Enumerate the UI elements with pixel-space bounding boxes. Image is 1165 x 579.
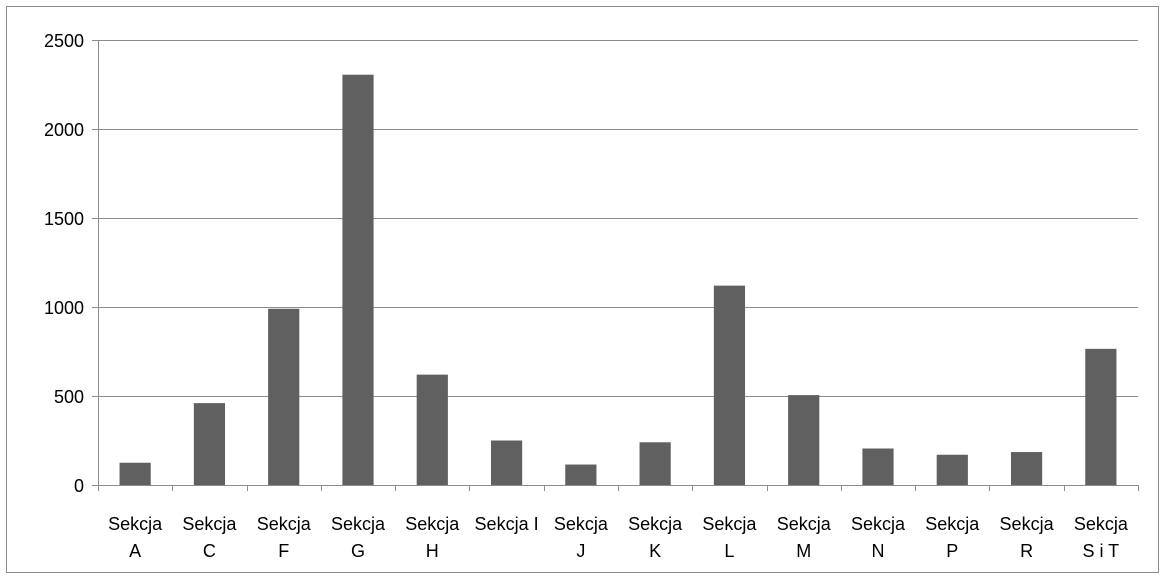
x-tick-label: Sekcja	[851, 514, 906, 534]
x-tick-label: M	[796, 541, 811, 561]
x-tick-label: J	[576, 541, 585, 561]
bar-2	[268, 308, 300, 485]
x-tick-label: Sekcja	[108, 514, 163, 534]
y-tick-label: 500	[54, 387, 84, 407]
y-tick-label: 1500	[44, 209, 84, 229]
x-tick-label: N	[872, 541, 885, 561]
x-tick-label: Sekcja	[405, 514, 460, 534]
y-tick-label: 1000	[44, 298, 84, 318]
x-tick-label: Sekcja	[1000, 514, 1055, 534]
x-tick-label: P	[946, 541, 958, 561]
bar-12	[1010, 452, 1043, 485]
x-tick-label: S i T	[1083, 541, 1120, 561]
x-tick-label: Sekcja I	[475, 514, 539, 534]
x-tick-label: Sekcja	[628, 514, 683, 534]
x-tick-label: Sekcja	[777, 514, 832, 534]
bar-6	[565, 464, 597, 485]
y-tick-label: 2500	[44, 31, 84, 51]
bar-0	[119, 462, 151, 485]
x-tick-label: R	[1020, 541, 1033, 561]
bar-1	[193, 403, 226, 485]
x-tick-label: Sekcja	[331, 514, 386, 534]
x-tick-label: Sekcja	[257, 514, 312, 534]
bar-3	[342, 74, 374, 486]
bar-9	[788, 395, 820, 485]
y-tick-label: 2000	[44, 120, 84, 140]
bar-11	[936, 454, 968, 485]
bar-7	[639, 442, 671, 485]
x-tick-label: K	[649, 541, 661, 561]
x-tick-label: G	[351, 541, 365, 561]
x-tick-label: A	[129, 541, 141, 561]
bar-10	[862, 448, 894, 485]
x-tick-label: Sekcja	[925, 514, 980, 534]
bar-8	[713, 285, 746, 485]
x-tick-label: H	[426, 541, 439, 561]
y-tick-label: 0	[74, 476, 84, 496]
bar-4	[416, 374, 448, 485]
x-tick-label: L	[724, 541, 734, 561]
x-tick-label: Sekcja	[702, 514, 757, 534]
x-tick-label: F	[278, 541, 289, 561]
x-tick-label: Sekcja	[554, 514, 609, 534]
x-tick-label: Sekcja	[1074, 514, 1129, 534]
bar-5	[490, 440, 523, 485]
bar-13	[1085, 348, 1117, 485]
x-tick-label: C	[203, 541, 216, 561]
x-tick-label: Sekcja	[182, 514, 237, 534]
